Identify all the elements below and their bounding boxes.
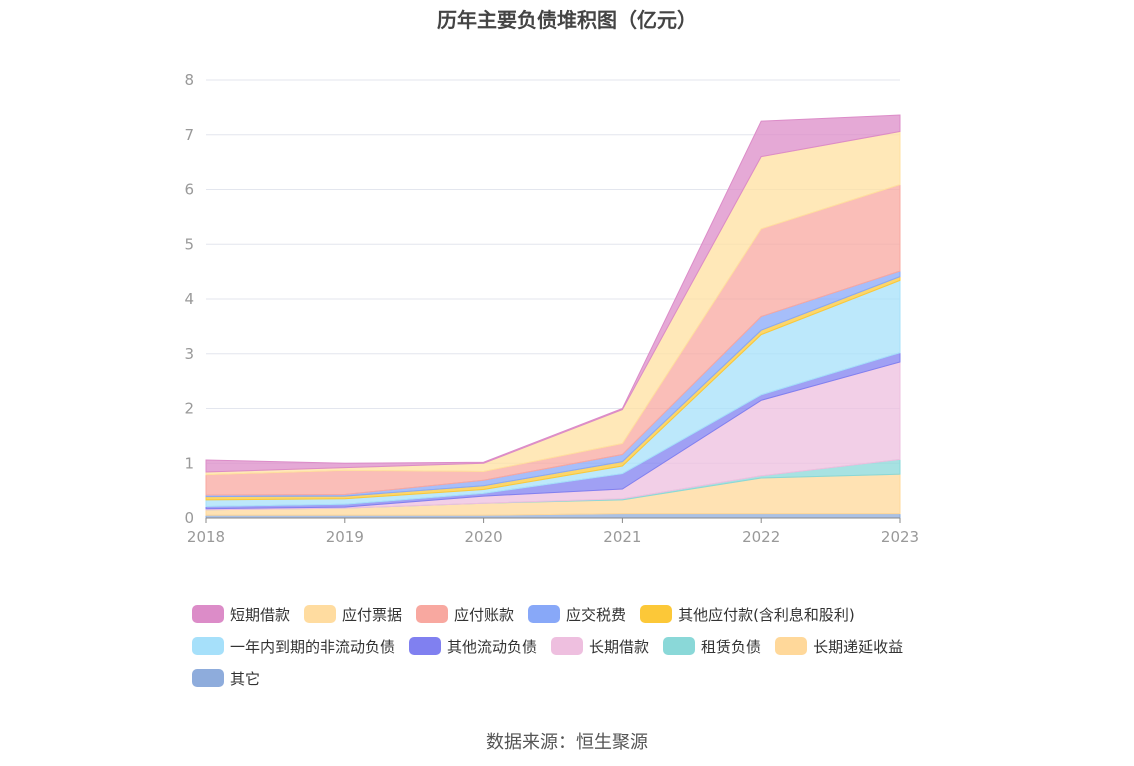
- legend-swatch: [409, 637, 441, 655]
- legend-label: 长期递延收益: [813, 636, 903, 657]
- legend-swatch: [192, 637, 224, 655]
- y-tick-label: 6: [184, 181, 194, 199]
- legend-item[interactable]: 长期借款: [551, 636, 649, 657]
- y-tick-label: 7: [184, 126, 194, 144]
- x-tick-label: 2020: [465, 528, 503, 546]
- legend-row: 短期借款 应付票据 应付账款 应交税费 其他应付款(含利息和股利): [192, 598, 992, 630]
- legend-swatch: [663, 637, 695, 655]
- legend-label: 其它: [230, 668, 260, 689]
- legend-row: 一年内到期的非流动负债 其他流动负债 长期借款 租赁负债 长期递延收益: [192, 630, 992, 662]
- x-tick-label: 2021: [603, 528, 641, 546]
- legend-item[interactable]: 其他流动负债: [409, 636, 537, 657]
- y-tick-label: 1: [184, 454, 194, 472]
- legend-label: 租赁负债: [701, 636, 761, 657]
- legend-item[interactable]: 长期递延收益: [775, 636, 903, 657]
- legend-label: 应付账款: [454, 604, 514, 625]
- chart-legend: 短期借款 应付票据 应付账款 应交税费 其他应付款(含利息和股利) 一年内到期的非流动负债…: [192, 598, 992, 694]
- y-tick-label: 8: [184, 71, 194, 89]
- legend-label: 长期借款: [589, 636, 649, 657]
- legend-item[interactable]: 其它: [192, 668, 260, 689]
- legend-item[interactable]: 短期借款: [192, 604, 290, 625]
- legend-item[interactable]: 其他应付款(含利息和股利): [640, 604, 855, 625]
- legend-swatch: [192, 605, 224, 623]
- legend-label: 一年内到期的非流动负债: [230, 636, 395, 657]
- y-tick-label: 4: [184, 290, 194, 308]
- legend-swatch: [640, 605, 672, 623]
- legend-label: 其他应付款(含利息和股利): [678, 604, 855, 625]
- legend-swatch: [192, 669, 224, 687]
- legend-label: 应付票据: [342, 604, 402, 625]
- legend-swatch: [551, 637, 583, 655]
- legend-item[interactable]: 一年内到期的非流动负债: [192, 636, 395, 657]
- legend-item[interactable]: 租赁负债: [663, 636, 761, 657]
- y-tick-label: 2: [184, 400, 194, 418]
- data-source: 数据来源：恒生聚源: [0, 728, 1134, 754]
- x-tick-label: 2023: [881, 528, 919, 546]
- legend-item[interactable]: 应付账款: [416, 604, 514, 625]
- stacked-area-chart: 0 1 2 3 4 5 6 7 8 2018 2019 2020 2021 2022 2023: [0, 0, 1134, 600]
- legend-label: 短期借款: [230, 604, 290, 625]
- legend-item[interactable]: 应交税费: [528, 604, 626, 625]
- legend-swatch: [304, 605, 336, 623]
- legend-item[interactable]: 应付票据: [304, 604, 402, 625]
- y-tick-label: 5: [184, 235, 194, 253]
- y-tick-label: 3: [184, 345, 194, 363]
- legend-row: 其它: [192, 662, 992, 694]
- x-tick-label: 2018: [187, 528, 225, 546]
- x-tick-label: 2022: [742, 528, 780, 546]
- legend-swatch: [416, 605, 448, 623]
- legend-label: 应交税费: [566, 604, 626, 625]
- x-tick-label: 2019: [326, 528, 364, 546]
- legend-swatch: [775, 637, 807, 655]
- legend-label: 其他流动负债: [447, 636, 537, 657]
- legend-swatch: [528, 605, 560, 623]
- y-tick-label: 0: [184, 509, 194, 527]
